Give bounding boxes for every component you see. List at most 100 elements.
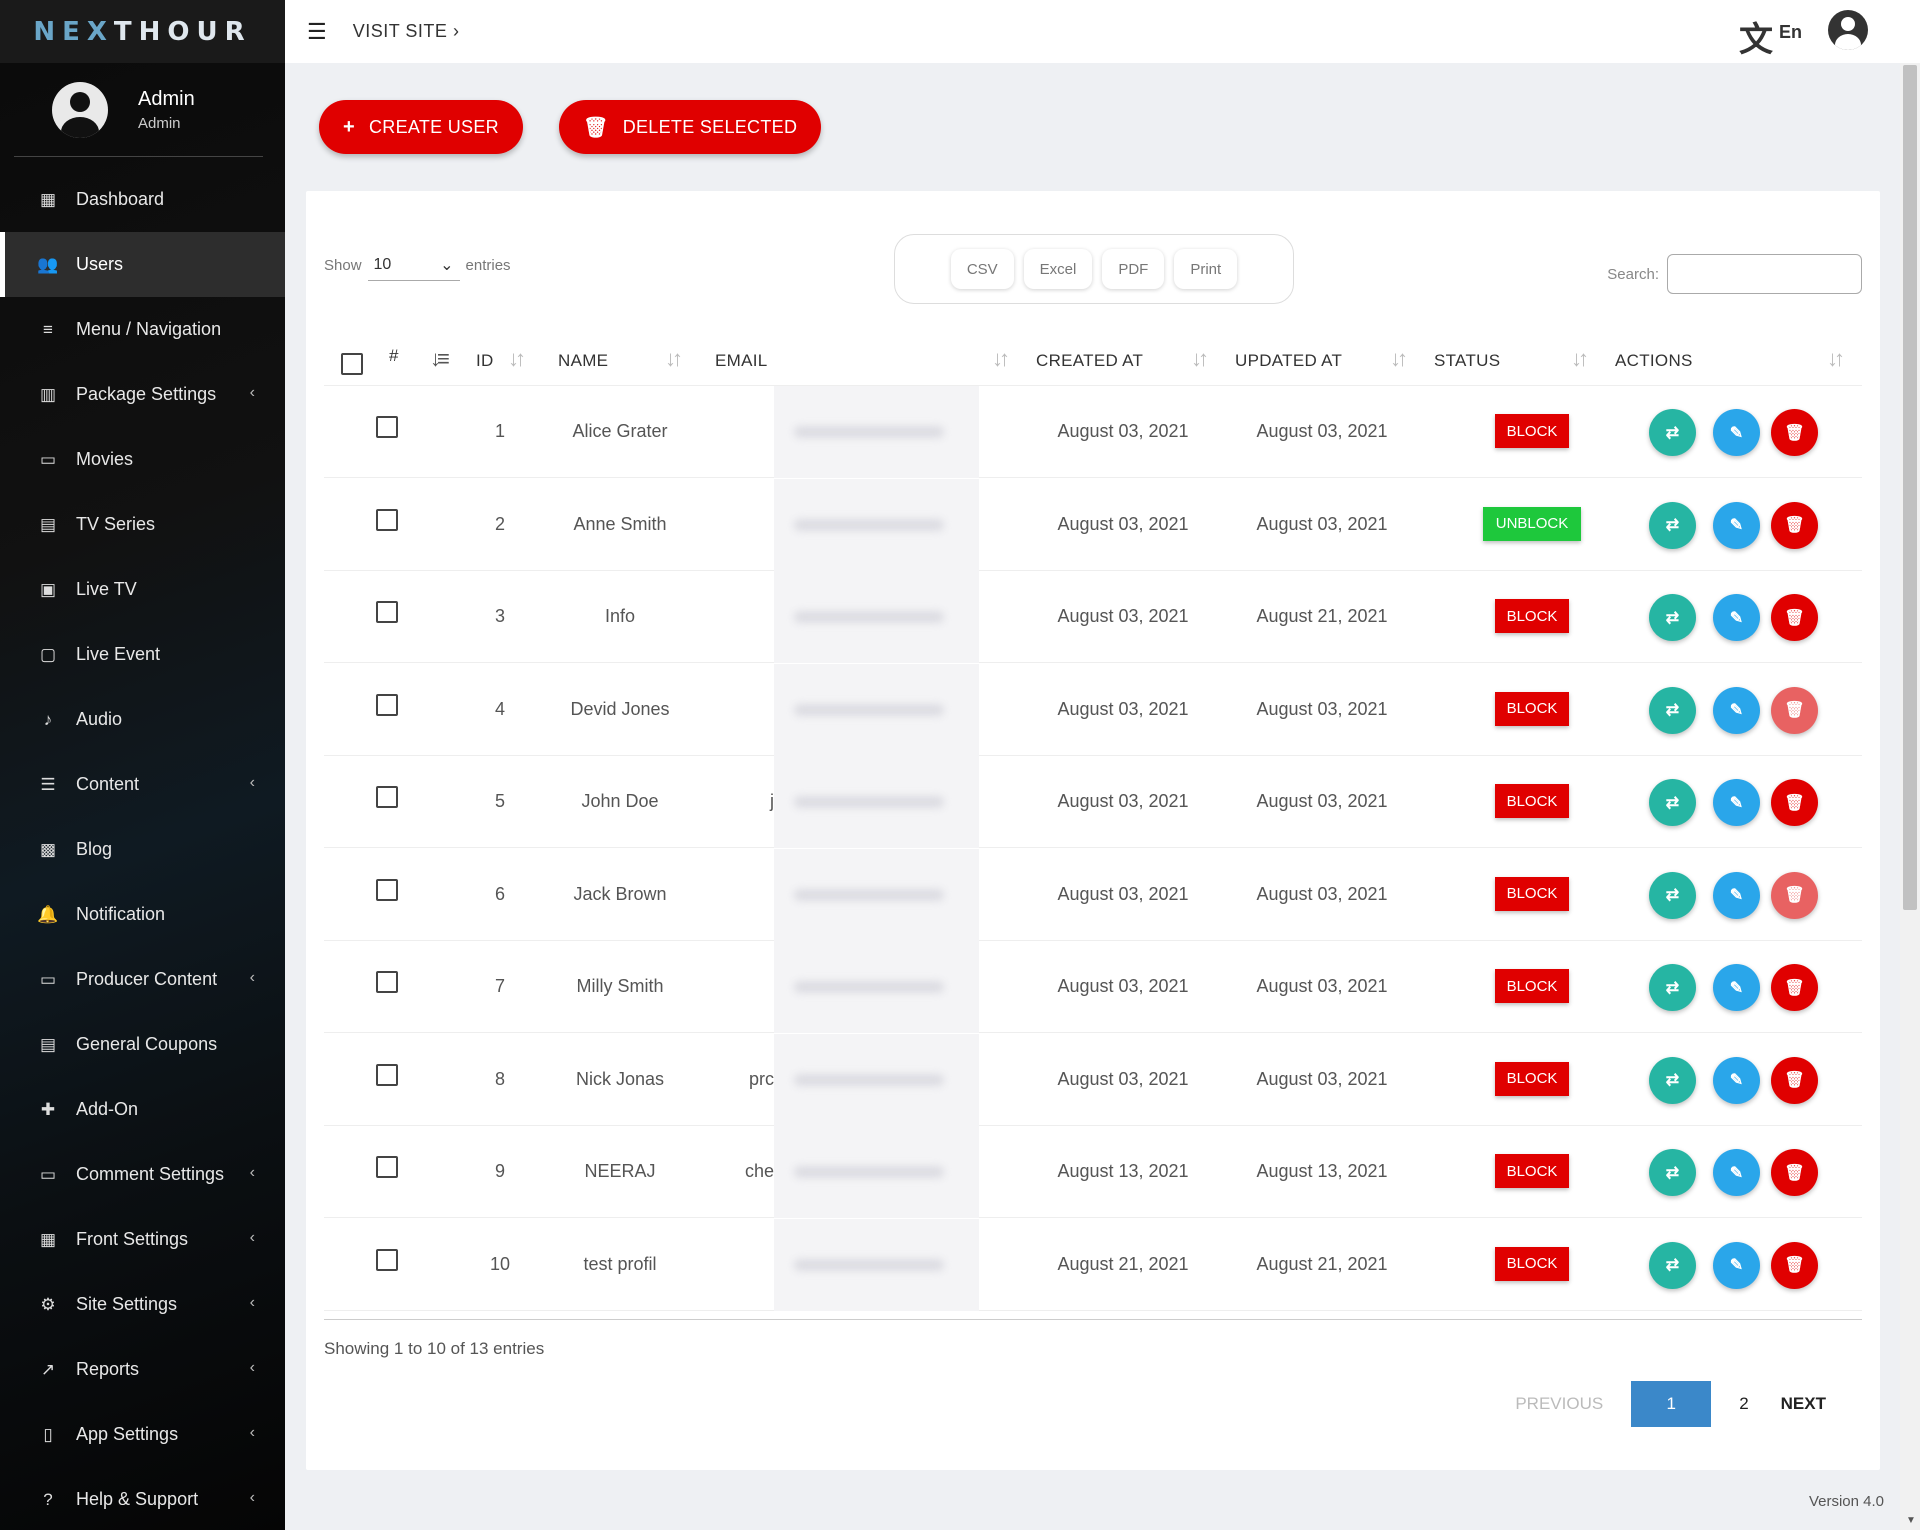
status-toggle-button[interactable]: BLOCK: [1495, 691, 1569, 726]
delete-trash-icon[interactable]: 🗑: [1771, 501, 1818, 549]
sidebar-item-site-settings[interactable]: ⚙ Site Settings ‹: [0, 1272, 285, 1337]
pagination-previous[interactable]: PREVIOUS: [1515, 1394, 1604, 1413]
sort-icon[interactable]: ↓↑: [508, 346, 526, 371]
brand-logo[interactable]: NEX THOUR: [0, 0, 285, 63]
login-as-user-icon[interactable]: ⇄: [1649, 871, 1696, 919]
delete-trash-icon[interactable]: 🗑: [1771, 964, 1818, 1011]
sidebar-item-live-event[interactable]: ▢ Live Event: [0, 622, 285, 687]
status-toggle-button[interactable]: BLOCK: [1495, 784, 1569, 818]
language-switcher[interactable]: 文 En: [1739, 12, 1802, 61]
sort-icon[interactable]: ↓↑: [992, 346, 1010, 371]
col-status[interactable]: STATUS: [1434, 351, 1501, 370]
sidebar-item-add-on[interactable]: ✚ Add-On: [0, 1077, 285, 1142]
export-excel-button[interactable]: Excel: [1023, 249, 1093, 289]
login-as-user-icon[interactable]: ⇄: [1649, 779, 1696, 826]
entries-select[interactable]: 10 ⌄: [367, 249, 460, 281]
row-checkbox[interactable]: [376, 971, 398, 993]
delete-trash-icon[interactable]: 🗑: [1771, 871, 1818, 919]
sidebar-item-content[interactable]: ☰ Content ‹: [0, 752, 285, 817]
edit-pencil-icon[interactable]: ✎: [1713, 964, 1760, 1011]
sidebar-item-users[interactable]: 👥 Users: [0, 232, 285, 297]
scrollbar-thumb[interactable]: [1903, 65, 1917, 910]
row-checkbox[interactable]: [376, 1248, 398, 1271]
sidebar-item-live-tv[interactable]: ▣ Live TV: [0, 557, 285, 622]
scroll-down-icon[interactable]: ▼: [1906, 1515, 1916, 1526]
edit-pencil-icon[interactable]: ✎: [1713, 501, 1760, 549]
login-as-user-icon[interactable]: ⇄: [1649, 686, 1696, 734]
col-updated-at[interactable]: UPDATED AT: [1235, 351, 1343, 370]
visit-site-link[interactable]: VISIT SITE ›: [353, 21, 460, 42]
delete-trash-icon[interactable]: 🗑: [1771, 1149, 1818, 1196]
login-as-user-icon[interactable]: ⇄: [1649, 409, 1696, 456]
delete-trash-icon[interactable]: 🗑: [1771, 1056, 1818, 1104]
search-input[interactable]: [1667, 254, 1862, 294]
edit-pencil-icon[interactable]: ✎: [1713, 779, 1760, 826]
edit-pencil-icon[interactable]: ✎: [1713, 594, 1760, 641]
delete-trash-icon[interactable]: 🗑: [1771, 409, 1818, 456]
col-created-at[interactable]: CREATED AT: [1036, 351, 1144, 370]
login-as-user-icon[interactable]: ⇄: [1649, 964, 1696, 1011]
sidebar-item-blog[interactable]: ▩ Blog: [0, 817, 285, 882]
pagination-next[interactable]: NEXT: [1780, 1394, 1826, 1413]
sidebar-item-notification[interactable]: 🔔 Notification: [0, 882, 285, 947]
delete-selected-button[interactable]: 🗑 DELETE SELECTED: [559, 100, 822, 154]
row-checkbox[interactable]: [376, 786, 398, 808]
sidebar-item-producer-content[interactable]: ▭ Producer Content ‹: [0, 947, 285, 1012]
status-toggle-button[interactable]: BLOCK: [1495, 1061, 1569, 1096]
row-checkbox[interactable]: [376, 416, 398, 438]
status-toggle-button[interactable]: BLOCK: [1495, 599, 1569, 633]
pagination-page-1[interactable]: 1: [1631, 1381, 1712, 1427]
edit-pencil-icon[interactable]: ✎: [1713, 1241, 1760, 1289]
sidebar-item-dashboard[interactable]: ▦ Dashboard: [0, 167, 285, 232]
status-toggle-button[interactable]: UNBLOCK: [1483, 506, 1581, 541]
col-actions[interactable]: ACTIONS: [1615, 351, 1693, 370]
delete-trash-icon[interactable]: 🗑: [1771, 686, 1818, 734]
sort-icon[interactable]: ↓↑: [665, 346, 683, 371]
login-as-user-icon[interactable]: ⇄: [1649, 1056, 1696, 1104]
col-email[interactable]: EMAIL: [715, 351, 768, 370]
login-as-user-icon[interactable]: ⇄: [1649, 1241, 1696, 1289]
export-pdf-button[interactable]: PDF: [1102, 249, 1165, 289]
user-account-icon[interactable]: [1828, 10, 1868, 50]
status-toggle-button[interactable]: BLOCK: [1495, 969, 1569, 1003]
sidebar-item-reports[interactable]: ↗ Reports ‹: [0, 1337, 285, 1402]
edit-pencil-icon[interactable]: ✎: [1713, 686, 1760, 734]
page-scrollbar[interactable]: ▼: [1900, 63, 1920, 1530]
row-checkbox[interactable]: [376, 601, 398, 623]
sidebar-item-front-settings[interactable]: ▦ Front Settings ‹: [0, 1207, 285, 1272]
login-as-user-icon[interactable]: ⇄: [1649, 1149, 1696, 1196]
login-as-user-icon[interactable]: ⇄: [1649, 501, 1696, 549]
sidebar-item-general-coupons[interactable]: ▤ General Coupons: [0, 1012, 285, 1077]
hamburger-icon[interactable]: ☰: [307, 18, 327, 44]
row-checkbox[interactable]: [376, 508, 398, 531]
sidebar-item-movies[interactable]: ▭ Movies: [0, 427, 285, 492]
status-toggle-button[interactable]: BLOCK: [1495, 1246, 1569, 1281]
sort-icon[interactable]: ↓↑: [1571, 346, 1589, 371]
status-toggle-button[interactable]: BLOCK: [1495, 414, 1569, 448]
sort-desc-icon[interactable]: ↓≡: [430, 346, 450, 371]
sidebar-item-help-support[interactable]: ? Help & Support ‹: [0, 1467, 285, 1530]
select-all-checkbox[interactable]: [341, 353, 363, 375]
col-name[interactable]: NAME: [558, 351, 609, 370]
create-user-button[interactable]: + CREATE USER: [319, 100, 523, 154]
edit-pencil-icon[interactable]: ✎: [1713, 409, 1760, 456]
status-toggle-button[interactable]: BLOCK: [1495, 876, 1569, 911]
delete-trash-icon[interactable]: 🗑: [1771, 779, 1818, 826]
status-toggle-button[interactable]: BLOCK: [1495, 1154, 1569, 1188]
edit-pencil-icon[interactable]: ✎: [1713, 1056, 1760, 1104]
sort-icon[interactable]: ↓↑: [1827, 346, 1845, 371]
edit-pencil-icon[interactable]: ✎: [1713, 1149, 1760, 1196]
sidebar-item-menu-navigation[interactable]: ≡ Menu / Navigation: [0, 297, 285, 362]
sort-icon[interactable]: ↓↑: [1191, 346, 1209, 371]
login-as-user-icon[interactable]: ⇄: [1649, 594, 1696, 641]
sidebar-item-package-settings[interactable]: ▥ Package Settings ‹: [0, 362, 285, 427]
sidebar-item-app-settings[interactable]: ▯ App Settings ‹: [0, 1402, 285, 1467]
sidebar-item-tv-series[interactable]: ▤ TV Series: [0, 492, 285, 557]
export-csv-button[interactable]: CSV: [950, 249, 1014, 289]
row-checkbox[interactable]: [376, 878, 398, 901]
sidebar-item-comment-settings[interactable]: ▭ Comment Settings ‹: [0, 1142, 285, 1207]
edit-pencil-icon[interactable]: ✎: [1713, 871, 1760, 919]
delete-trash-icon[interactable]: 🗑: [1771, 1241, 1818, 1289]
row-checkbox[interactable]: [376, 1156, 398, 1178]
export-print-button[interactable]: Print: [1174, 249, 1238, 289]
